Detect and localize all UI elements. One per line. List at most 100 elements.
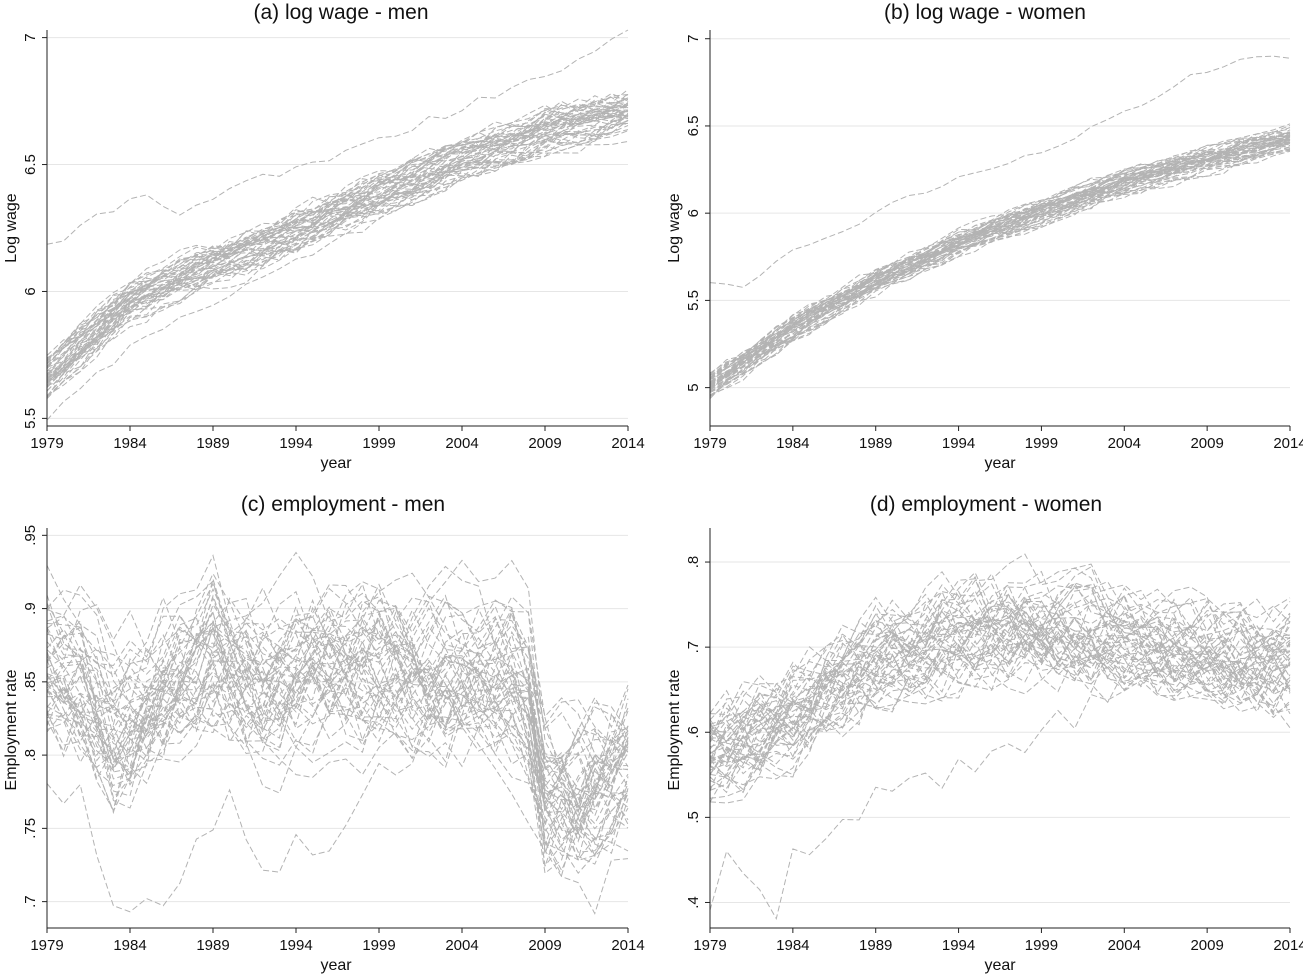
- series-line: [709, 584, 1291, 763]
- series-line: [709, 593, 1291, 716]
- series-line: [709, 149, 1291, 397]
- x-tick-label: 2009: [1190, 435, 1223, 452]
- series-line: [46, 596, 629, 744]
- y-tick-label: .7: [685, 641, 702, 654]
- series-line: [46, 107, 629, 379]
- y-tick-label: .4: [685, 896, 702, 909]
- panel-b: (b) log wage - women year Log wage 5 5.5 6…: [666, 1, 1303, 472]
- series-line: [46, 651, 629, 862]
- series-line: [709, 132, 1291, 378]
- panel-a-ylabel: Log wage: [3, 193, 20, 262]
- x-tick-label: 2009: [528, 937, 561, 954]
- series-line: [46, 667, 629, 861]
- series-line: [46, 92, 629, 367]
- series-line: [46, 108, 629, 384]
- x-tick-label: 1989: [859, 937, 892, 954]
- series-line: [709, 621, 1291, 772]
- outlier-series-line: [46, 29, 629, 245]
- panel-d-xlabel: year: [984, 957, 1016, 974]
- series-line: [46, 110, 629, 365]
- x-tick-label: 1994: [279, 435, 312, 452]
- panel-b-xlabel: year: [984, 455, 1016, 472]
- series-line: [46, 130, 629, 388]
- x-tick-label: 1984: [776, 435, 809, 452]
- series-line: [46, 668, 629, 875]
- y-tick-label: .85: [22, 671, 39, 692]
- y-tick-label: .8: [685, 556, 702, 569]
- series-line: [709, 145, 1291, 399]
- series-line: [46, 99, 629, 370]
- series-line: [46, 646, 629, 857]
- series-line: [709, 566, 1291, 742]
- series-line: [709, 139, 1291, 383]
- series-line: [709, 632, 1291, 804]
- series-line: [709, 605, 1291, 738]
- panel-a: (a) log wage - men year Log wage 5.5 6 6.5…: [3, 1, 645, 472]
- x-tick-label: 1999: [1025, 937, 1058, 954]
- y-tick-label: .7: [22, 895, 39, 908]
- x-tick-label: 1999: [362, 435, 395, 452]
- series-line: [709, 631, 1291, 763]
- series-line: [709, 138, 1291, 386]
- y-tick-label: .75: [22, 818, 39, 839]
- y-tick-label: .5: [685, 811, 702, 824]
- series-line: [46, 93, 629, 367]
- series-line: [709, 131, 1291, 376]
- series-line: [709, 135, 1291, 382]
- series-line: [709, 600, 1291, 733]
- series-line: [709, 132, 1291, 377]
- series-line: [46, 594, 629, 808]
- series-line: [709, 642, 1291, 760]
- x-tick-label: 1999: [362, 937, 395, 954]
- y-tick-label: 7: [22, 33, 39, 41]
- series-line: [46, 119, 629, 384]
- series-line: [709, 600, 1291, 768]
- x-tick-label: 2014: [1273, 435, 1303, 452]
- series-line: [46, 106, 629, 378]
- series-line: [46, 111, 629, 383]
- series-line: [46, 104, 629, 372]
- y-tick-label: .6: [685, 726, 702, 739]
- series-line: [709, 136, 1291, 379]
- series-group: [709, 553, 1291, 921]
- y-tick-label: 6: [685, 209, 702, 217]
- series-line: [46, 94, 629, 364]
- series-group: [46, 29, 629, 421]
- y-tick-label: 5: [685, 383, 702, 391]
- series-line: [709, 580, 1291, 743]
- series-line: [46, 659, 629, 872]
- series-line: [709, 619, 1291, 791]
- series-line: [46, 670, 629, 854]
- panel-d-ylabel: Employment rate: [666, 669, 683, 790]
- series-line: [709, 585, 1291, 738]
- series-line: [46, 110, 629, 383]
- series-line: [46, 623, 629, 802]
- x-tick-label: 1994: [942, 435, 975, 452]
- series-line: [709, 134, 1291, 383]
- x-tick-label: 2014: [611, 937, 644, 954]
- x-tick-label: 2009: [528, 435, 561, 452]
- series-line: [709, 595, 1291, 742]
- series-line: [46, 103, 629, 376]
- y-tick-label: .8: [22, 749, 39, 762]
- series-line: [46, 114, 629, 378]
- series-line: [709, 140, 1291, 389]
- y-tick-label: 5.5: [22, 408, 39, 429]
- series-line: [46, 113, 629, 381]
- series-line: [709, 142, 1291, 393]
- panel-d: (d) employment - women year Employment r…: [666, 493, 1303, 974]
- series-line: [709, 127, 1291, 380]
- series-line: [709, 141, 1291, 388]
- series-line: [46, 120, 629, 382]
- series-line: [709, 138, 1291, 389]
- series-line: [46, 661, 629, 875]
- series-line: [46, 94, 629, 362]
- x-tick-label: 1979: [693, 937, 726, 954]
- x-tick-label: 2004: [1108, 435, 1141, 452]
- series-line: [46, 629, 629, 811]
- series-line: [709, 141, 1291, 388]
- series-line: [709, 142, 1291, 389]
- panel-c-xlabel: year: [320, 957, 352, 974]
- series-line: [709, 136, 1291, 387]
- panel-a-title: (a) log wage - men: [253, 1, 428, 24]
